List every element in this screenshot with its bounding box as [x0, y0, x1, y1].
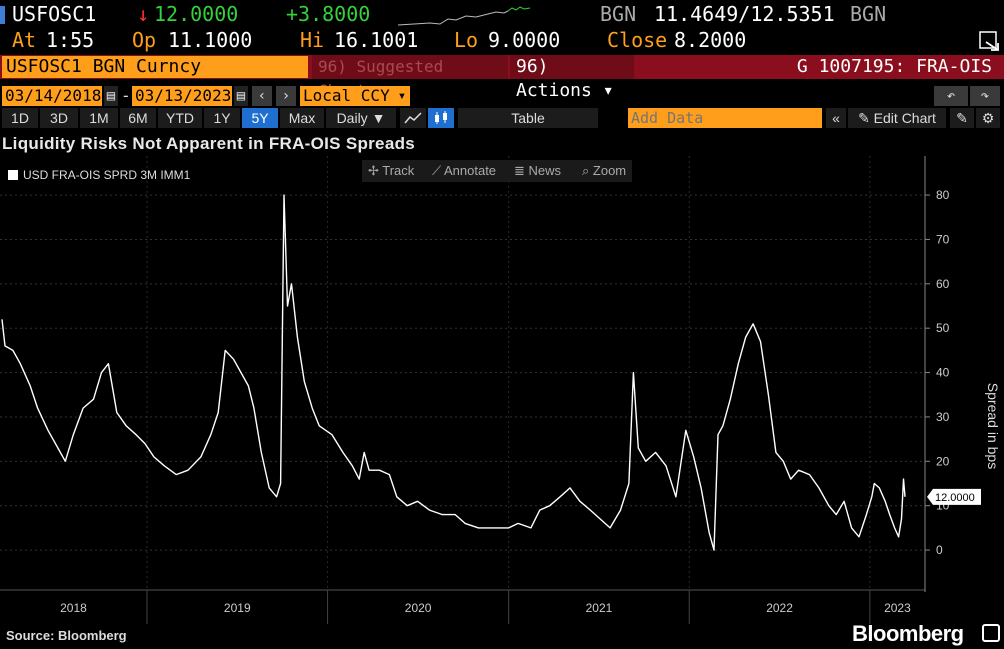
bid-ask: 11.4649/12.5351 [654, 2, 835, 26]
y-tick-label: 60 [936, 277, 950, 291]
chart-id: G 1007195: FRA-OIS [796, 56, 992, 77]
news-tool[interactable]: ≣ News [514, 163, 562, 178]
gear-icon[interactable]: ⚙ [976, 108, 1000, 128]
y-tick-label: 30 [936, 410, 950, 424]
line-chart[interactable]: 2018 2019 2020 2021 2022 2023 010203040506070… [0, 156, 1004, 624]
suggested-charts-button[interactable]: 96) Suggested Charts [312, 55, 508, 100]
chevron-left-icon[interactable]: ‹ [252, 86, 272, 106]
period-1d[interactable]: 1D [2, 108, 38, 128]
period-1y[interactable]: 1Y [204, 108, 240, 128]
terminal-icon [982, 624, 1000, 642]
series-group: 12.0000 [1, 194, 981, 551]
security-bar: USFOSC1 BGN Curncy 96) Suggested Charts … [0, 55, 1004, 101]
popout-icon[interactable] [978, 30, 1000, 52]
close-label: Close [607, 28, 668, 52]
period-3d[interactable]: 3D [40, 108, 78, 128]
start-date-field[interactable]: 03/14/2018 [2, 86, 102, 106]
down-arrow-icon: ↓ [137, 2, 150, 26]
calendar-icon[interactable]: ▤ [104, 86, 118, 106]
chart-background [0, 156, 1004, 624]
period-5y[interactable]: 5Y [242, 108, 278, 128]
period-1m[interactable]: 1M [80, 108, 118, 128]
net-change: +3.8000 [286, 2, 371, 26]
edit-icon[interactable]: ✎ [950, 108, 974, 128]
period-6m[interactable]: 6M [120, 108, 156, 128]
y-axis-label: Spread in bps [985, 383, 1001, 469]
chart-title: Liquidity Risks Not Apparent in FRA-OIS … [2, 134, 416, 153]
last-value-tag-shape [927, 488, 981, 505]
annotate-tool[interactable]: ⟋ Annotate [432, 163, 497, 178]
line-chart-icon[interactable] [400, 108, 426, 128]
date-separator: - [121, 86, 131, 105]
x-tick-label: 2022 [766, 601, 793, 615]
y-tick-label: 50 [936, 321, 950, 335]
date-range-row: 03/14/2018 ▤ - 03/13/2023 ▤ ‹ › Local CC… [0, 86, 1004, 106]
collapse-icon[interactable]: « [826, 108, 846, 128]
series-line [1, 194, 906, 551]
period-toolbar: 1D 3D 1M 6M YTD 1Y 5Y Max Daily ▼ Table … [0, 108, 1004, 128]
currency-select[interactable]: Local CCY [300, 86, 394, 106]
y-tick-label: 20 [936, 454, 950, 468]
last-price: 12.0000 [154, 2, 239, 26]
candlestick-icon[interactable] [428, 108, 454, 128]
x-tick-label: 2023 [884, 601, 911, 615]
redo-icon[interactable]: ↷ [970, 86, 1000, 106]
quote-line-primary: USFOSC1 ↓ 12.0000 +3.8000 BGN 11.4649/12… [0, 2, 1004, 26]
source-note: Source: Bloomberg [6, 628, 127, 643]
zoom-tool[interactable]: ⌕ Zoom [582, 163, 627, 178]
quote-line-stats: At 1:55 Op 11.1000 Hi 16.1001 Lo 9.0000 … [0, 28, 1004, 52]
undo-icon[interactable]: ↶ [934, 86, 968, 106]
low-value: 9.0000 [488, 28, 561, 52]
bloomberg-logo: Bloomberg [852, 621, 964, 646]
track-tool[interactable]: ✢ Track [368, 163, 415, 178]
y-tick-label: 80 [936, 188, 950, 202]
ticker-marker [0, 6, 5, 24]
high-label: Hi [300, 28, 325, 52]
high-value: 16.1001 [334, 28, 419, 52]
frequency-select[interactable]: Daily ▼ [326, 108, 396, 128]
legend-series-name: USD FRA-OIS SPRD 3M IMM1 [23, 168, 191, 182]
open-label: Op [132, 28, 157, 52]
x-tick-label: 2019 [224, 601, 251, 615]
low-label: Lo [454, 28, 479, 52]
chevron-down-icon[interactable]: ▾ [394, 86, 410, 106]
at-value: 1:55 [46, 28, 95, 52]
security-field[interactable]: USFOSC1 BGN Curncy [2, 56, 308, 78]
chart-tools-bar: ✢ Track ⟋ Annotate ≣ News ⌕ Zoom [362, 160, 632, 182]
intraday-sparkline [397, 6, 531, 26]
y-tick-label: 70 [936, 232, 950, 246]
y-tick-label: 40 [936, 366, 950, 380]
add-data-input[interactable] [628, 108, 822, 128]
chevron-right-icon[interactable]: › [276, 86, 296, 106]
last-value-tag: 12.0000 [927, 488, 981, 505]
x-tick-label: 2018 [60, 601, 87, 615]
at-label: At [12, 28, 37, 52]
price-source-secondary: BGN [850, 2, 887, 26]
period-ytd[interactable]: YTD [158, 108, 202, 128]
legend-swatch [8, 170, 18, 180]
table-button[interactable]: Table [458, 108, 598, 128]
x-axis: 2018 2019 2020 2021 2022 2023 [0, 589, 925, 624]
ticker[interactable]: USFOSC1 [12, 2, 97, 26]
last-value-label: 12.0000 [935, 492, 975, 504]
calendar-icon[interactable]: ▤ [234, 86, 248, 106]
price-source: BGN [600, 2, 637, 26]
open-value: 11.1000 [168, 28, 253, 52]
close-value: 8.2000 [674, 28, 747, 52]
y-tick-label: 0 [936, 543, 943, 557]
period-max[interactable]: Max [280, 108, 324, 128]
edit-chart-button[interactable]: ✎ Edit Chart [848, 108, 946, 128]
actions-menu[interactable]: 96) Actions ▾ [510, 55, 634, 101]
x-tick-label: 2021 [586, 601, 613, 615]
legend: USD FRA-OIS SPRD 3M IMM1 [8, 168, 190, 182]
end-date-field[interactable]: 03/13/2023 [132, 86, 232, 106]
x-tick-label: 2020 [405, 601, 432, 615]
